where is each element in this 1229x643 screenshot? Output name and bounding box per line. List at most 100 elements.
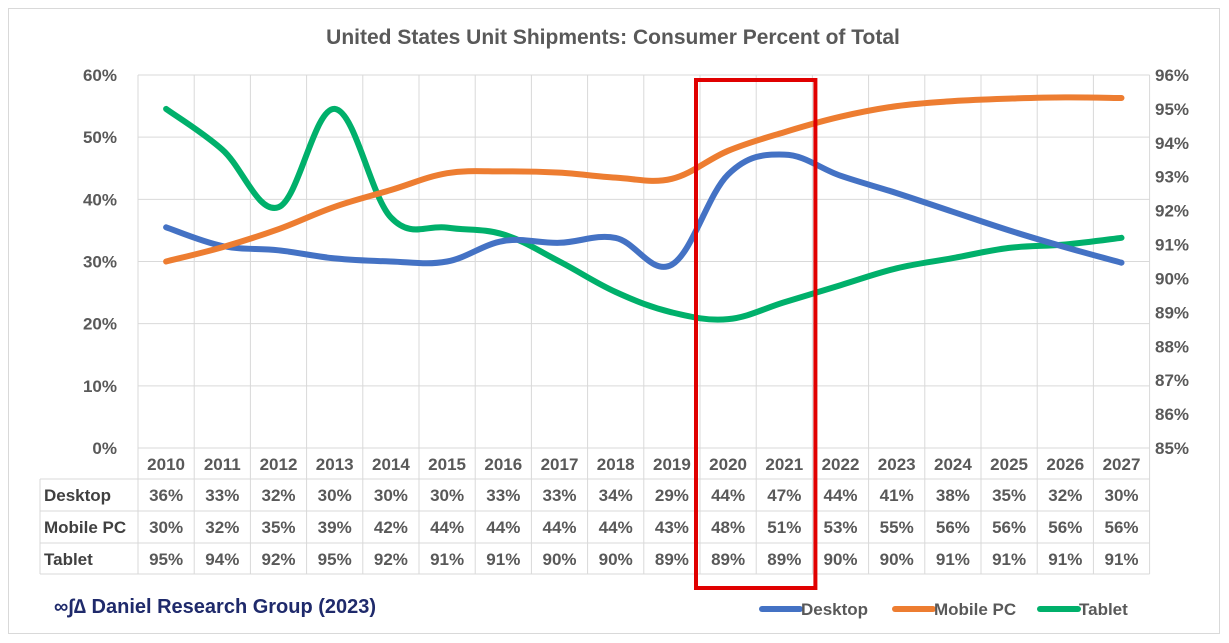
series-line-tablet: [163, 105, 1125, 323]
table-cell: 44%: [542, 518, 576, 537]
x-tick-label: 2010: [147, 455, 185, 474]
table-cell: 91%: [430, 550, 464, 569]
table-cell: 48%: [711, 518, 745, 537]
table-cell: 89%: [655, 550, 689, 569]
right-axis-tick-label: 93%: [1155, 168, 1189, 187]
data-table: 2010 2011 2012 2013 2014 2015 2016 2017 2018 2019…: [39, 447, 1151, 575]
table-cell: 30%: [318, 486, 352, 505]
table-cell: 56%: [992, 518, 1026, 537]
table-cell: 30%: [430, 486, 464, 505]
left-axis-tick-label: 50%: [83, 128, 117, 147]
left-axis-tick-label: 10%: [83, 377, 117, 396]
x-tick-label: 2025: [990, 455, 1028, 474]
left-axis-tick-label: 30%: [83, 253, 117, 272]
x-tick-label: 2018: [597, 455, 635, 474]
x-tick-label: 2011: [204, 455, 241, 474]
right-axis-tick-label: 88%: [1155, 337, 1189, 356]
highlight-box: [694, 78, 818, 590]
table-cell: 42%: [374, 518, 408, 537]
right-axis-tick-label: 94%: [1155, 134, 1189, 153]
table-cell: 33%: [205, 486, 239, 505]
table-row-label: Tablet: [44, 550, 93, 569]
table-cell: 53%: [823, 518, 857, 537]
table-cell: 36%: [149, 486, 183, 505]
table-cell: 44%: [823, 486, 857, 505]
right-axis-tick-label: 96%: [1155, 66, 1189, 85]
right-axis-tick-label: 92%: [1155, 202, 1189, 221]
table-cell: 29%: [655, 486, 689, 505]
table-cell: 89%: [767, 550, 801, 569]
legend-label: Mobile PC: [934, 600, 1016, 619]
right-axis-tick-label: 91%: [1155, 236, 1189, 255]
x-tick-label: 2014: [372, 455, 410, 474]
highlight-layer: [694, 78, 818, 590]
left-axis: 0% 10% 20% 30% 40% 50% 60%: [83, 66, 117, 458]
x-tick-label: 2015: [428, 455, 466, 474]
series-line-desktop: [163, 151, 1125, 270]
table-cell: 44%: [430, 518, 464, 537]
source-credit: ∞∫∆ Daniel Research Group (2023): [54, 596, 376, 618]
grid-layer: [137, 74, 1151, 479]
right-axis-tick-label: 86%: [1155, 405, 1189, 424]
legend-label: Desktop: [801, 600, 868, 619]
right-axis-tick-label: 90%: [1155, 269, 1189, 288]
table-cell: 30%: [149, 518, 183, 537]
x-tick-label: 2021: [765, 455, 803, 474]
left-axis-tick-label: 40%: [83, 190, 117, 209]
table-cell: 33%: [486, 486, 520, 505]
x-tick-label: 2016: [484, 455, 522, 474]
table-cell: 35%: [261, 518, 295, 537]
x-tick-label: 2020: [709, 455, 747, 474]
x-tick-label: 2024: [934, 455, 972, 474]
x-tick-label: 2027: [1103, 455, 1141, 474]
table-row-label: Desktop: [44, 486, 111, 505]
x-tick-label: 2022: [822, 455, 860, 474]
table-row-label: Mobile PC: [44, 518, 126, 537]
table-cell: 56%: [1104, 518, 1138, 537]
table-cell: 91%: [1048, 550, 1082, 569]
table-cell: 91%: [486, 550, 520, 569]
x-tick-label: 2012: [260, 455, 298, 474]
table-cell: 90%: [880, 550, 914, 569]
right-axis-tick-label: 87%: [1155, 371, 1189, 390]
table-cell: 44%: [711, 486, 745, 505]
table-cell: 55%: [880, 518, 914, 537]
x-tick-label: 2013: [316, 455, 354, 474]
table-cell: 91%: [992, 550, 1026, 569]
table-cell: 51%: [767, 518, 801, 537]
table-cell: 35%: [992, 486, 1026, 505]
table-cell: 44%: [599, 518, 633, 537]
table-cell: 39%: [318, 518, 352, 537]
table-cell: 89%: [711, 550, 745, 569]
series-line-mobile-pc: [163, 94, 1125, 265]
table-cell: 95%: [149, 550, 183, 569]
left-axis-tick-label: 20%: [83, 315, 117, 334]
x-tick-label: 2017: [541, 455, 579, 474]
table-cell: 92%: [261, 550, 295, 569]
x-tick-label: 2023: [878, 455, 916, 474]
table-cell: 90%: [599, 550, 633, 569]
table-cell: 43%: [655, 518, 689, 537]
table-cell: 90%: [542, 550, 576, 569]
table-cell: 92%: [374, 550, 408, 569]
right-axis-tick-label: 85%: [1155, 439, 1189, 458]
left-axis-tick-label: 60%: [83, 66, 117, 85]
table-cell: 47%: [767, 486, 801, 505]
table-cell: 30%: [1104, 486, 1138, 505]
table-cell: 91%: [936, 550, 970, 569]
x-tick-label: 2019: [653, 455, 691, 474]
x-tick-label: 2026: [1046, 455, 1084, 474]
table-cell: 94%: [205, 550, 239, 569]
table-cell: 95%: [318, 550, 352, 569]
table-cell: 33%: [542, 486, 576, 505]
series-layer: [163, 94, 1125, 323]
right-axis-tick-label: 95%: [1155, 100, 1189, 119]
table-cell: 30%: [374, 486, 408, 505]
table-cell: 91%: [1104, 550, 1138, 569]
right-axis: 85% 86% 87% 88% 89% 90% 91% 92% 93% 94% 95% 96%: [1155, 66, 1189, 458]
table-cell: 44%: [486, 518, 520, 537]
table-cell: 38%: [936, 486, 970, 505]
table-cell: 90%: [823, 550, 857, 569]
chart-title: United States Unit Shipments: Consumer P…: [326, 26, 900, 49]
